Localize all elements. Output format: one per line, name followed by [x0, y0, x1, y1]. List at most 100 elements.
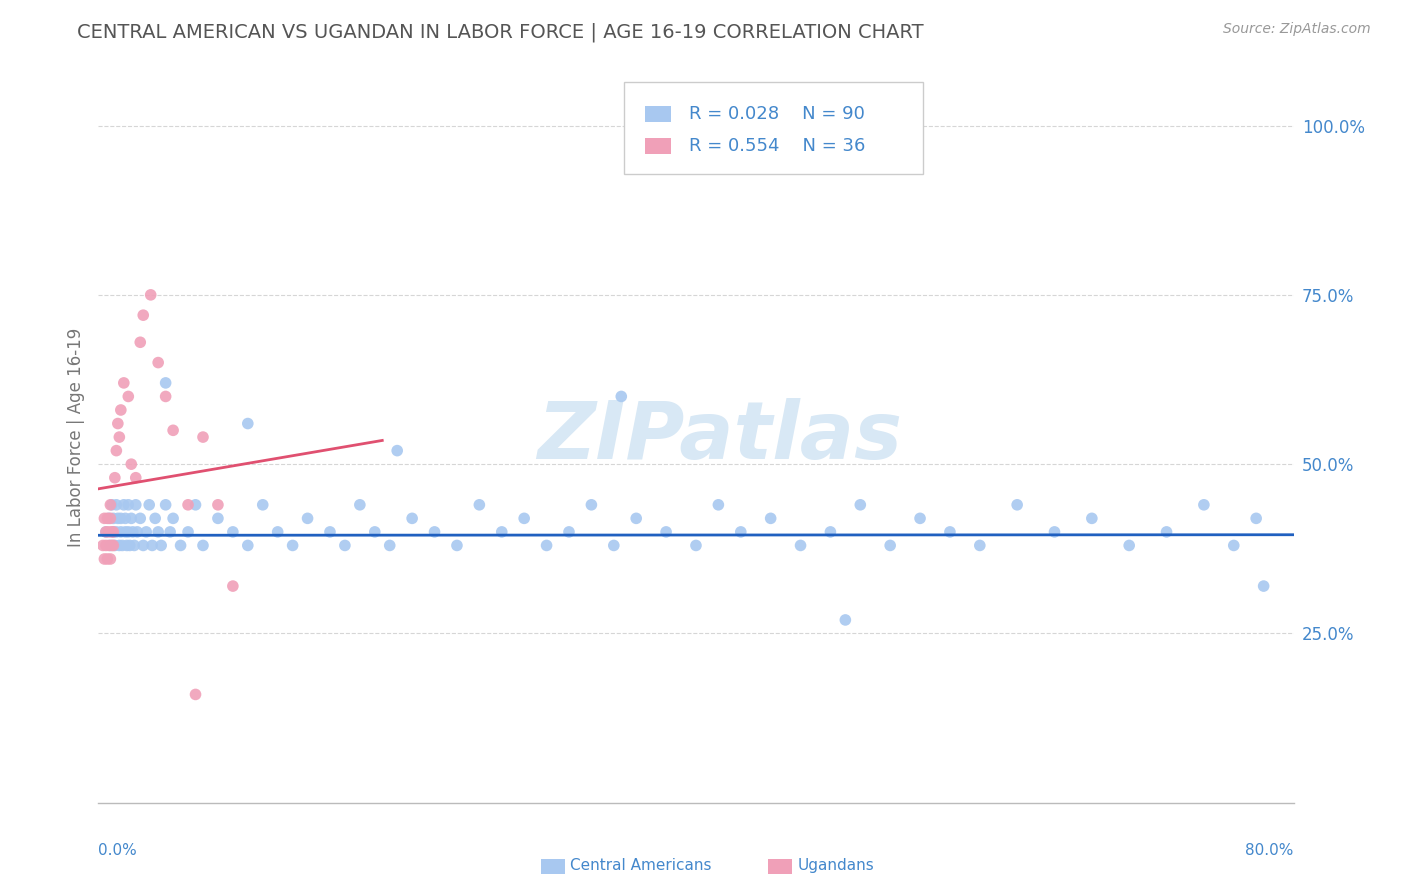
Point	[349, 498, 371, 512]
Point	[155, 498, 177, 512]
Point	[297, 511, 319, 525]
Point	[94, 524, 117, 539]
Point	[107, 511, 129, 525]
Point	[1192, 498, 1215, 512]
Point	[101, 524, 124, 539]
Point	[319, 524, 342, 539]
Point	[110, 403, 132, 417]
Point	[148, 524, 170, 539]
Point	[685, 538, 707, 552]
Point	[132, 308, 155, 322]
Point	[93, 552, 115, 566]
Point	[1081, 511, 1104, 525]
Point	[110, 524, 132, 539]
Point	[207, 498, 229, 512]
Point	[939, 524, 962, 539]
Point	[155, 389, 177, 403]
Text: CENTRAL AMERICAN VS UGANDAN IN LABOR FORCE | AGE 16-19 CORRELATION CHART: CENTRAL AMERICAN VS UGANDAN IN LABOR FOR…	[77, 22, 924, 42]
Point	[1223, 538, 1246, 552]
Text: 0.0%: 0.0%	[98, 843, 138, 858]
Point	[117, 524, 139, 539]
Point	[104, 538, 127, 552]
Point	[252, 498, 274, 512]
Point	[655, 524, 678, 539]
Point	[139, 288, 162, 302]
FancyBboxPatch shape	[644, 138, 671, 154]
Point	[132, 538, 155, 552]
Point	[162, 423, 184, 437]
Point	[281, 538, 304, 552]
Point	[121, 524, 143, 539]
Point	[112, 376, 135, 390]
Point	[104, 471, 127, 485]
Point	[101, 498, 124, 512]
Point	[184, 688, 207, 702]
Point	[879, 538, 901, 552]
Text: R = 0.028    N = 90: R = 0.028 N = 90	[689, 104, 865, 123]
Point	[103, 538, 125, 552]
Point	[129, 335, 152, 350]
Point	[191, 538, 214, 552]
Point	[162, 511, 184, 525]
Point	[1253, 579, 1275, 593]
Point	[108, 430, 131, 444]
Point	[364, 524, 387, 539]
Point	[105, 524, 128, 539]
Point	[97, 511, 120, 525]
Point	[378, 538, 401, 552]
Point	[98, 511, 122, 525]
Point	[97, 524, 120, 539]
Point	[94, 538, 117, 552]
Point	[707, 498, 730, 512]
Point	[820, 524, 842, 539]
Point	[107, 417, 129, 431]
Point	[97, 538, 120, 552]
Text: Central Americans: Central Americans	[571, 858, 711, 873]
Point	[114, 524, 136, 539]
Point	[969, 538, 991, 552]
Point	[759, 511, 782, 525]
Point	[124, 538, 146, 552]
Point	[103, 511, 125, 525]
Point	[730, 524, 752, 539]
Point	[333, 538, 356, 552]
Point	[1244, 511, 1267, 525]
Point	[155, 376, 177, 390]
Point	[536, 538, 558, 552]
Text: Ugandans: Ugandans	[797, 858, 875, 873]
Point	[603, 538, 626, 552]
Point	[184, 498, 207, 512]
Point	[159, 524, 181, 539]
Point	[141, 538, 163, 552]
Point	[114, 511, 136, 525]
Point	[115, 538, 138, 552]
Point	[908, 511, 931, 525]
Point	[118, 538, 141, 552]
Text: ZIPatlas: ZIPatlas	[537, 398, 903, 476]
Point	[98, 538, 122, 552]
Point	[120, 457, 142, 471]
Point	[96, 552, 118, 566]
Point	[626, 511, 648, 525]
Point	[138, 498, 160, 512]
Point	[91, 538, 114, 552]
Point	[491, 524, 513, 539]
Point	[1156, 524, 1178, 539]
Point	[148, 355, 170, 369]
Point	[150, 538, 173, 552]
Point	[849, 498, 872, 512]
Point	[129, 511, 152, 525]
Point	[558, 524, 581, 539]
Point	[222, 524, 245, 539]
Point	[222, 579, 245, 593]
Point	[468, 498, 491, 512]
FancyBboxPatch shape	[768, 859, 792, 874]
FancyBboxPatch shape	[624, 82, 922, 174]
Point	[103, 524, 125, 539]
Point	[236, 417, 259, 431]
FancyBboxPatch shape	[541, 859, 565, 874]
Point	[120, 511, 142, 525]
Point	[1118, 538, 1140, 552]
Point	[610, 389, 633, 403]
Point	[96, 511, 118, 525]
